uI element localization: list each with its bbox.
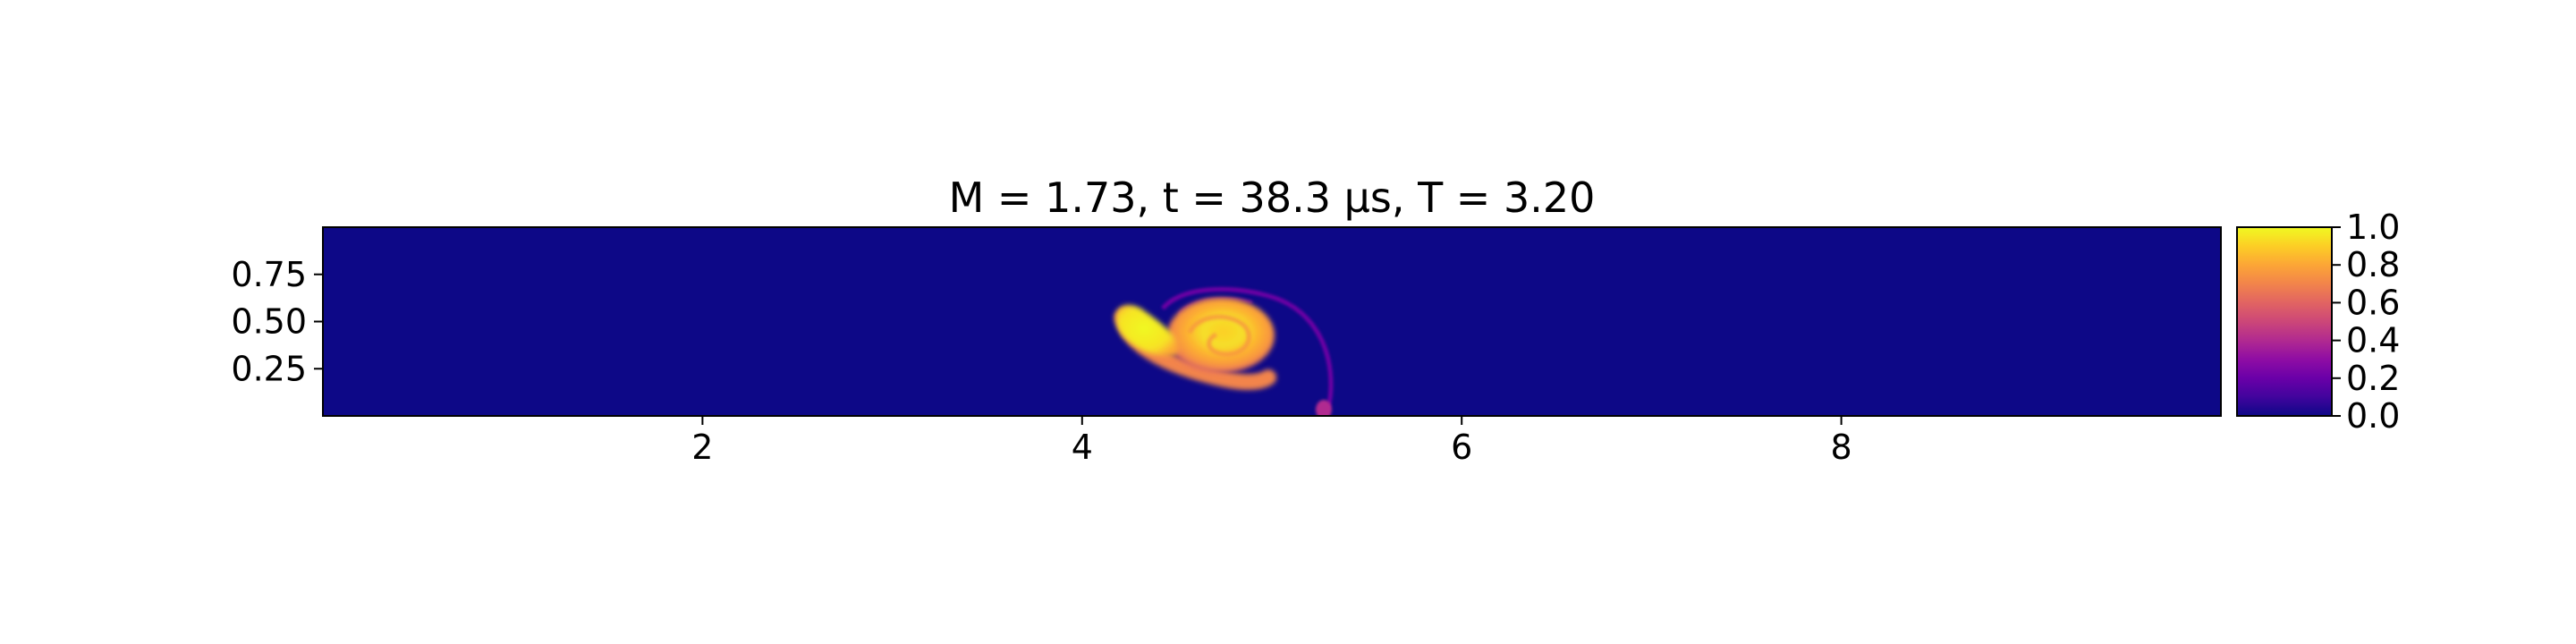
colorbar-tick-label: 0.4 xyxy=(2346,321,2400,360)
x-tick-label: 4 xyxy=(1072,428,1093,467)
x-tick-label: 2 xyxy=(691,428,713,467)
y-tick-label: 0.50 xyxy=(231,302,307,342)
colorbar-tick-label: 0.0 xyxy=(2346,396,2400,436)
y-tick-label: 0.25 xyxy=(231,349,307,388)
outer-filament xyxy=(1161,286,1334,416)
colorbar-gradient xyxy=(2236,226,2333,417)
wall-spot xyxy=(1316,400,1332,416)
leading-blob xyxy=(1115,304,1180,357)
colorbar-tick-label: 1.0 xyxy=(2346,208,2400,247)
x-tick-label: 8 xyxy=(1831,428,1852,467)
y-axis: 0.25 0.50 0.75 xyxy=(231,255,323,388)
colorbar-tick-label: 0.8 xyxy=(2346,245,2400,284)
heatmap-field xyxy=(1114,286,1334,416)
heatmap-background xyxy=(323,227,2221,416)
colorbar-tick-label: 0.2 xyxy=(2346,359,2400,398)
x-axis: 2 4 6 8 xyxy=(691,416,1852,467)
plot-area xyxy=(322,226,2222,417)
chart-title: M = 1.73, t = 38.3 μs, T = 3.20 xyxy=(949,174,1596,222)
main-vortex-core xyxy=(1167,298,1275,373)
y-tick-label: 0.75 xyxy=(231,255,307,294)
colorbar-tick-label: 0.6 xyxy=(2346,283,2400,322)
colorbar: 0.00.20.40.60.81.0 xyxy=(2236,208,2400,436)
colorbar-ticks: 0.00.20.40.60.81.0 xyxy=(2332,208,2400,436)
x-tick-label: 6 xyxy=(1451,428,1472,467)
